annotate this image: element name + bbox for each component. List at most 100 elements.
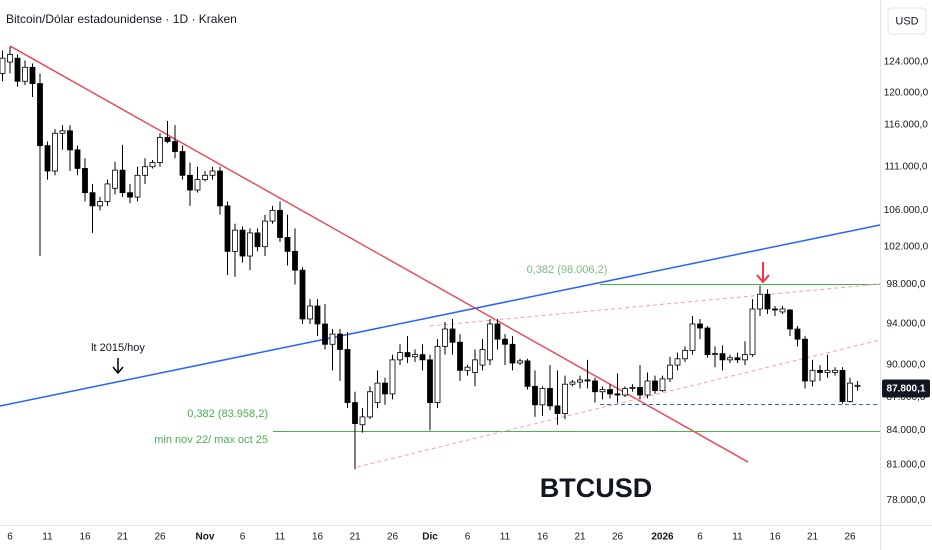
currency-label[interactable]: USD	[895, 15, 918, 27]
candle-body	[292, 250, 298, 271]
candle-body	[727, 357, 733, 361]
candle-body	[187, 174, 193, 191]
y-tick-label: 98.000,0	[887, 279, 926, 290]
annotation: min nov 22/ max oct 25	[154, 434, 268, 446]
candle-body	[764, 293, 771, 310]
candle-body	[29, 66, 36, 84]
candle-body	[502, 338, 508, 345]
candle-body	[809, 369, 816, 382]
candle-body	[854, 384, 861, 387]
candle-body	[74, 149, 81, 169]
candle-body	[367, 391, 373, 418]
x-tick-label: 21	[117, 532, 129, 543]
candle-body	[442, 328, 448, 347]
candle-body	[787, 309, 793, 330]
x-tick-label: 21	[349, 532, 361, 543]
last-price-label: 87.800,1	[887, 384, 926, 395]
y-tick-label: 116.000,0	[884, 120, 928, 131]
y-tick-label: 120.000,0	[884, 88, 929, 99]
candle-body	[494, 323, 501, 340]
candle-body	[344, 349, 351, 404]
candle-body	[52, 132, 58, 172]
y-tick-label: 81.000,0	[887, 459, 926, 470]
candle-body	[599, 389, 606, 393]
candle-body	[734, 357, 741, 361]
candle-body	[44, 145, 51, 172]
candle-body	[749, 308, 756, 356]
candle-body	[352, 402, 358, 425]
candle-body	[322, 323, 328, 345]
candle-body	[427, 359, 433, 404]
candle-body	[607, 389, 613, 395]
channel-lower	[356, 339, 881, 468]
candle-body	[157, 136, 163, 163]
x-tick-label: 11	[42, 532, 53, 543]
x-tick-label: 11	[500, 532, 511, 543]
x-tick-label: 26	[154, 532, 166, 543]
candle-body	[689, 323, 696, 351]
candle-body	[254, 232, 261, 248]
candle-body	[562, 383, 568, 415]
candle-body	[847, 382, 853, 402]
candle-body	[134, 174, 141, 198]
symbol-watermark: BTCUSD	[540, 473, 653, 503]
candle-body	[397, 352, 403, 361]
candle-body	[637, 387, 643, 396]
candle-body	[262, 220, 268, 248]
x-tick-label: 11	[275, 532, 286, 543]
candle-body	[164, 136, 171, 142]
candle-body	[37, 83, 43, 147]
candle-body	[22, 66, 28, 82]
candle-body	[127, 192, 133, 198]
candle-body	[802, 338, 808, 382]
candle-body	[839, 369, 846, 402]
annotation: 0,382 (98.006,2)	[527, 264, 608, 276]
candle-body	[172, 141, 178, 152]
candle-body	[644, 380, 651, 396]
y-tick-label: 90.000,0	[887, 360, 926, 371]
candle-body	[539, 388, 546, 406]
candle-body	[434, 345, 441, 404]
y-tick-label: 78.000,0	[887, 495, 926, 506]
channel-upper	[429, 283, 881, 327]
candle-body	[382, 382, 388, 395]
candle-body	[772, 308, 778, 311]
x-tick-label: 2026	[651, 532, 674, 543]
candle-body	[277, 209, 283, 238]
chart-title: Bitcoin/Dólar estadounidense · 1D · Krak…	[6, 12, 237, 26]
candle-body	[584, 379, 591, 382]
x-tick-label: 26	[387, 532, 399, 543]
candle-body	[404, 352, 411, 358]
candle-body	[742, 354, 748, 361]
candle-body	[824, 369, 831, 373]
candle-body	[224, 205, 231, 252]
candle-body	[457, 341, 463, 371]
candle-body	[329, 333, 336, 345]
currency-button[interactable]	[887, 7, 927, 35]
candle-body	[412, 354, 418, 358]
candle-body	[547, 388, 553, 407]
candle-body	[284, 237, 291, 252]
y-tick-label: 111.000,0	[884, 161, 927, 172]
candle-body	[104, 183, 111, 202]
x-tick-label: 16	[537, 532, 549, 543]
candle-body	[202, 174, 208, 181]
candle-body	[194, 179, 201, 191]
candle-body	[652, 380, 658, 392]
x-tick-label: 6	[465, 532, 471, 543]
candle-body	[247, 232, 253, 257]
candle-body	[622, 388, 628, 396]
candle-body	[299, 269, 306, 320]
candle-body	[712, 353, 718, 356]
x-tick-label: 6	[7, 532, 13, 543]
y-tick-label: 94.000,0	[887, 319, 926, 330]
x-tick-label: 21	[807, 532, 819, 543]
candle-body	[239, 229, 246, 257]
arrow-head	[112, 366, 124, 375]
x-tick-label: 6	[240, 532, 246, 543]
candle-body	[314, 305, 321, 325]
candle-body	[659, 378, 666, 392]
candle-body	[97, 201, 103, 207]
candle-body	[554, 405, 561, 415]
annotation: lt 2015/hoy	[91, 342, 145, 354]
